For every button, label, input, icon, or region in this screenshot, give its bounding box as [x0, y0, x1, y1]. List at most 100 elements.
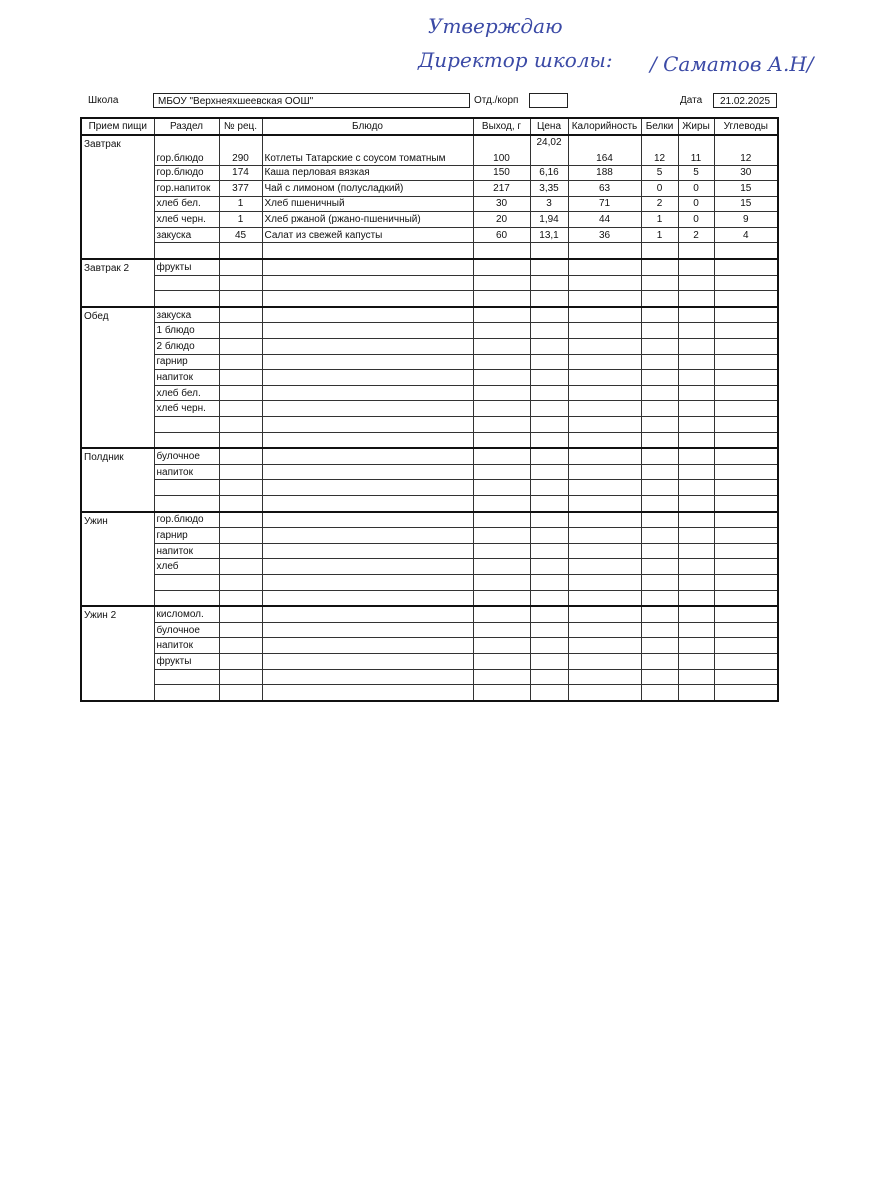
cell-dish: Котлеты Татарские с соусом томатным [261, 134, 474, 166]
cell-recipe [218, 494, 263, 513]
cell-dish [261, 621, 474, 639]
menu-row: 2 блюдо [81, 338, 779, 355]
cell-weight [472, 589, 531, 607]
cell-dish [261, 510, 474, 529]
cell-recipe: 377 [218, 180, 263, 197]
column-header: Белки [640, 117, 679, 136]
cell-dish: Салат из свежей капусты [261, 226, 474, 244]
cell-section: хлеб [153, 558, 220, 575]
cell-fat [677, 510, 715, 529]
cell-section: напиток [153, 637, 220, 654]
cell-fat [677, 479, 715, 496]
meal-name: Ужин 2 [80, 605, 155, 702]
cell-fat [677, 400, 715, 417]
column-header: Калорийность [567, 117, 642, 136]
cell-weight: 100 [472, 134, 531, 166]
cell-weight [472, 542, 531, 560]
cell-carbs [713, 605, 779, 623]
cell-price [529, 400, 569, 417]
dept-label: Отд./корп [474, 95, 519, 106]
cell-price [529, 463, 569, 481]
cell-recipe [218, 479, 263, 496]
cell-section [153, 479, 220, 496]
cell-weight [472, 494, 531, 513]
cell-weight: 60 [472, 226, 531, 244]
cell-kcal: 63 [567, 180, 642, 197]
menu-row: хлеб бел. 1 Хлеб пшеничный 30 3 71 2 0 15 [81, 195, 779, 213]
cell-section: закуска [153, 226, 220, 244]
cell-weight [472, 258, 531, 276]
cell-dish [261, 384, 474, 402]
cell-fat [677, 416, 715, 433]
cell-fat: 0 [677, 211, 715, 228]
menu-row [81, 573, 779, 591]
cell-carbs: 30 [713, 164, 779, 182]
cell-carbs [713, 431, 779, 449]
cell-price [529, 479, 569, 496]
cell-price [529, 447, 569, 465]
cell-kcal [567, 400, 642, 417]
cell-price [529, 637, 569, 654]
cell-section: фрукты [153, 258, 220, 276]
cell-kcal [567, 463, 642, 481]
cell-section [153, 242, 220, 260]
cell-price [529, 684, 569, 702]
cell-price [529, 416, 569, 433]
meal-name: Полдник [80, 447, 155, 513]
dept-box [529, 93, 568, 108]
cell-fat [677, 322, 715, 340]
column-header: Цена [529, 117, 569, 136]
cell-price: 24,02 [529, 134, 569, 166]
cell-section: 1 блюдо [153, 322, 220, 340]
cell-recipe [218, 353, 263, 371]
cell-kcal [567, 605, 642, 623]
cell-price [529, 384, 569, 402]
cell-protein [640, 542, 679, 560]
cell-recipe [218, 416, 263, 433]
cell-section: хлеб черн. [153, 400, 220, 417]
cell-carbs: 15 [713, 180, 779, 197]
header-row: Прием пищи Раздел № рец. Блюдо Выход, г Цена К… [80, 117, 779, 136]
cell-recipe [218, 431, 263, 449]
cell-section [153, 274, 220, 292]
cell-fat [677, 384, 715, 402]
cell-kcal [567, 258, 642, 276]
cell-dish [261, 684, 474, 702]
cell-dish [261, 431, 474, 449]
school-label: Школа [88, 95, 119, 106]
cell-weight [472, 652, 531, 670]
cell-protein [640, 384, 679, 402]
cell-section: напиток [153, 542, 220, 560]
cell-fat [677, 463, 715, 481]
cell-dish [261, 290, 474, 308]
cell-carbs [713, 305, 779, 324]
cell-recipe: 290 [218, 134, 263, 166]
cell-dish [261, 258, 474, 276]
cell-carbs [713, 384, 779, 402]
cell-weight [472, 463, 531, 481]
menu-row [81, 668, 779, 686]
cell-recipe [218, 652, 263, 670]
cell-section: фрукты [153, 652, 220, 670]
cell-recipe [218, 400, 263, 417]
cell-weight [472, 353, 531, 371]
cell-price [529, 605, 569, 623]
cell-carbs [713, 242, 779, 260]
cell-price [529, 494, 569, 513]
cell-fat [677, 684, 715, 702]
cell-weight [472, 684, 531, 702]
meal-name: Ужин [80, 510, 155, 607]
cell-recipe [218, 637, 263, 654]
cell-kcal [567, 652, 642, 670]
cell-fat [677, 274, 715, 292]
cell-recipe [218, 542, 263, 560]
cell-carbs: 12 [713, 134, 779, 166]
cell-kcal [567, 447, 642, 465]
cell-protein [640, 637, 679, 654]
cell-fat [677, 542, 715, 560]
cell-dish [261, 573, 474, 591]
menu-row: хлеб бел. [81, 384, 779, 402]
cell-dish [261, 527, 474, 544]
cell-weight [472, 527, 531, 544]
cell-kcal [567, 416, 642, 433]
